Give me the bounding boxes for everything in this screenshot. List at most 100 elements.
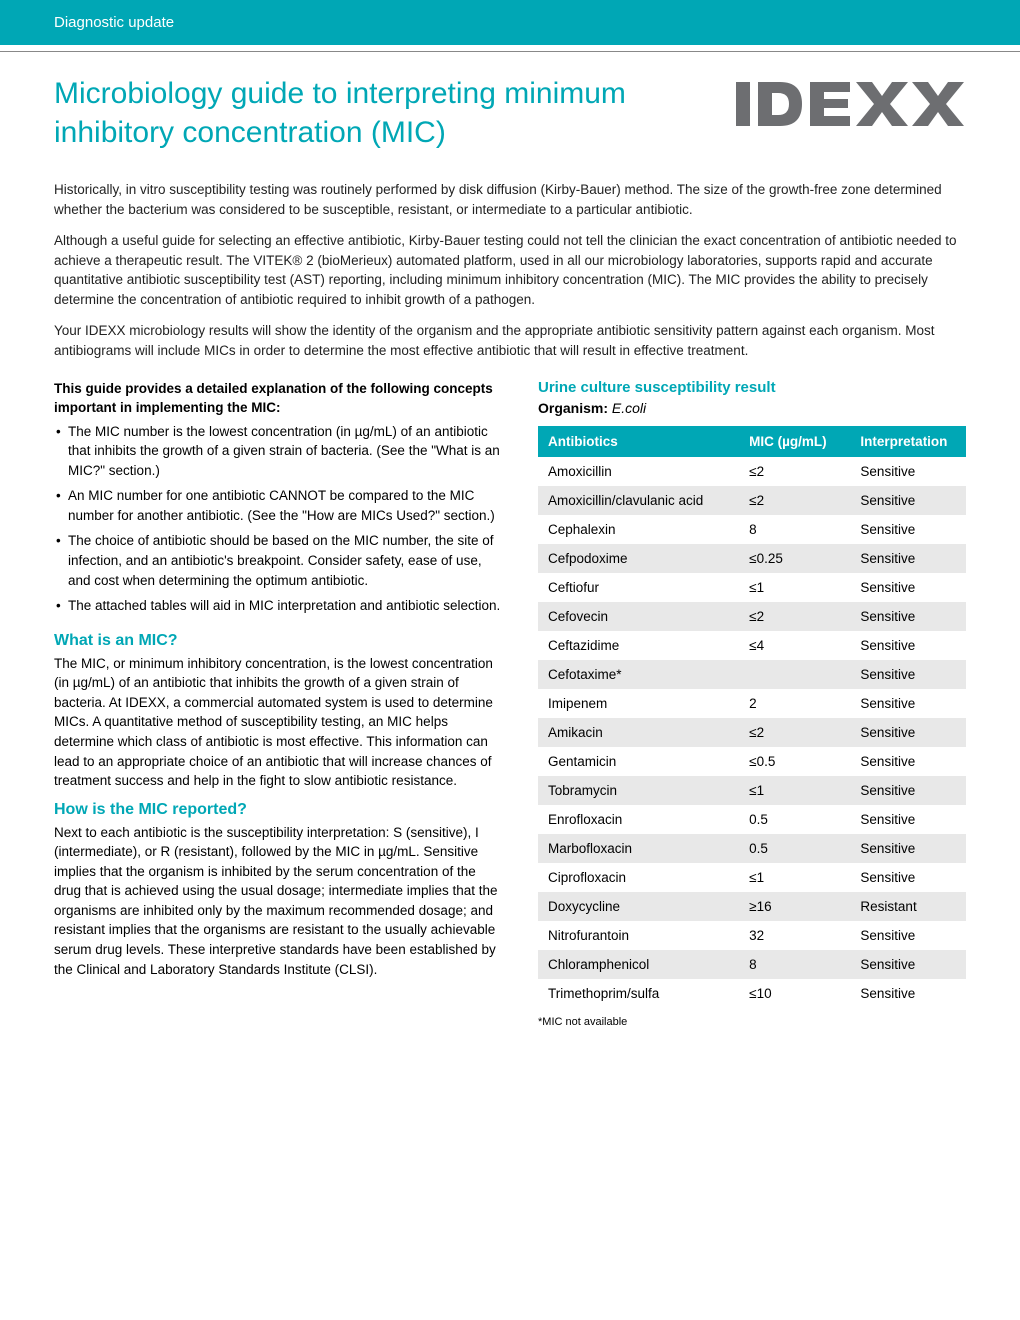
table-cell: Tobramycin <box>538 776 739 805</box>
table-row: Cefovecin≤2Sensitive <box>538 602 966 631</box>
table-cell: Sensitive <box>850 602 966 631</box>
table-cell: Nitrofurantoin <box>538 921 739 950</box>
table-cell: Sensitive <box>850 950 966 979</box>
section-heading: How is the MIC reported? <box>54 801 506 819</box>
table-cell: Cefotaxime* <box>538 660 739 689</box>
concept-bullets: The MIC number is the lowest concentrati… <box>54 422 506 616</box>
organism-line: Organism: E.coli <box>538 400 966 416</box>
table-cell: Cefpodoxime <box>538 544 739 573</box>
table-cell: Sensitive <box>850 660 966 689</box>
result-title: Urine culture susceptibility result <box>538 379 966 396</box>
table-row: Ceftiofur≤1Sensitive <box>538 573 966 602</box>
table-cell: Sensitive <box>850 747 966 776</box>
table-body: Amoxicillin≤2SensitiveAmoxicillin/clavul… <box>538 457 966 1008</box>
guide-intro: This guide provides a detailed explanati… <box>54 379 506 418</box>
table-row: Gentamicin≤0.5Sensitive <box>538 747 966 776</box>
table-cell: Ceftazidime <box>538 631 739 660</box>
two-column-layout: This guide provides a detailed explanati… <box>54 379 966 1028</box>
intro-para: Your IDEXX microbiology results will sho… <box>54 321 966 360</box>
table-row: Cefpodoxime≤0.25Sensitive <box>538 544 966 573</box>
table-row: Trimethoprim/sulfa≤10Sensitive <box>538 979 966 1008</box>
table-cell: ≤1 <box>739 863 850 892</box>
table-cell: Cefovecin <box>538 602 739 631</box>
table-row: Doxycycline≥16Resistant <box>538 892 966 921</box>
table-cell: Sensitive <box>850 544 966 573</box>
table-cell: Sensitive <box>850 486 966 515</box>
table-cell: ≤0.5 <box>739 747 850 776</box>
table-cell: 8 <box>739 950 850 979</box>
table-cell: Amikacin <box>538 718 739 747</box>
table-row: Amoxicillin≤2Sensitive <box>538 457 966 486</box>
table-cell: Sensitive <box>850 689 966 718</box>
table-row: Marbofloxacin0.5Sensitive <box>538 834 966 863</box>
intro-para: Although a useful guide for selecting an… <box>54 231 966 309</box>
table-cell: Sensitive <box>850 718 966 747</box>
table-row: Cefotaxime* Sensitive <box>538 660 966 689</box>
section-para: Next to each antibiotic is the susceptib… <box>54 823 506 980</box>
table-cell: 2 <box>739 689 850 718</box>
table-cell: ≤0.25 <box>739 544 850 573</box>
table-cell: 0.5 <box>739 834 850 863</box>
table-cell: Sensitive <box>850 457 966 486</box>
table-cell: Trimethoprim/sulfa <box>538 979 739 1008</box>
list-item: An MIC number for one antibiotic CANNOT … <box>54 486 506 525</box>
table-row: Ciprofloxacin≤1Sensitive <box>538 863 966 892</box>
table-cell: Sensitive <box>850 834 966 863</box>
table-cell: 32 <box>739 921 850 950</box>
table-cell: Amoxicillin/clavulanic acid <box>538 486 739 515</box>
idexx-logo <box>736 80 966 133</box>
banner: Diagnostic update <box>0 0 1020 45</box>
section-heading: What is an MIC? <box>54 632 506 650</box>
table-cell: Sensitive <box>850 921 966 950</box>
table-cell: Doxycycline <box>538 892 739 921</box>
susceptibility-table: Antibiotics MIC (µg/mL) Interpretation A… <box>538 426 966 1008</box>
table-cell: Sensitive <box>850 805 966 834</box>
table-cell: Marbofloxacin <box>538 834 739 863</box>
page-title: Microbiology guide to interpreting minim… <box>54 74 736 152</box>
organism-label: Organism: <box>538 400 608 416</box>
section-para: The MIC, or minimum inhibitory concentra… <box>54 654 506 791</box>
table-cell: Chloramphenicol <box>538 950 739 979</box>
table-cell: Enrofloxacin <box>538 805 739 834</box>
right-column: Urine culture susceptibility result Orga… <box>538 379 966 1028</box>
list-item: The MIC number is the lowest concentrati… <box>54 422 506 481</box>
table-cell: ≤1 <box>739 573 850 602</box>
table-cell: ≤2 <box>739 486 850 515</box>
col-mic: MIC (µg/mL) <box>739 426 850 457</box>
table-row: Chloramphenicol8Sensitive <box>538 950 966 979</box>
col-antibiotics: Antibiotics <box>538 426 739 457</box>
table-cell: ≤2 <box>739 457 850 486</box>
table-row: Nitrofurantoin32Sensitive <box>538 921 966 950</box>
table-cell: ≤2 <box>739 718 850 747</box>
table-cell: ≤4 <box>739 631 850 660</box>
table-row: Tobramycin≤1Sensitive <box>538 776 966 805</box>
table-cell: Sensitive <box>850 979 966 1008</box>
table-cell: Gentamicin <box>538 747 739 776</box>
table-cell: ≥16 <box>739 892 850 921</box>
table-cell: Ceftiofur <box>538 573 739 602</box>
organism-value: E.coli <box>612 400 646 416</box>
table-cell: ≤1 <box>739 776 850 805</box>
page-body: Microbiology guide to interpreting minim… <box>0 52 1020 1068</box>
table-cell <box>739 660 850 689</box>
table-cell: Sensitive <box>850 863 966 892</box>
table-row: Amoxicillin/clavulanic acid≤2Sensitive <box>538 486 966 515</box>
table-row: Imipenem2Sensitive <box>538 689 966 718</box>
title-bar: Microbiology guide to interpreting minim… <box>54 74 966 152</box>
table-row: Cephalexin8Sensitive <box>538 515 966 544</box>
table-cell: Imipenem <box>538 689 739 718</box>
table-cell: Sensitive <box>850 776 966 805</box>
table-cell: Sensitive <box>850 573 966 602</box>
table-header-row: Antibiotics MIC (µg/mL) Interpretation <box>538 426 966 457</box>
table-cell: ≤10 <box>739 979 850 1008</box>
intro-para: Historically, in vitro susceptibility te… <box>54 180 966 219</box>
table-cell: Sensitive <box>850 515 966 544</box>
list-item: The attached tables will aid in MIC inte… <box>54 596 506 616</box>
footnote: *MIC not available <box>538 1016 966 1028</box>
table-row: Enrofloxacin0.5Sensitive <box>538 805 966 834</box>
table-row: Ceftazidime≤4Sensitive <box>538 631 966 660</box>
table-row: Amikacin≤2Sensitive <box>538 718 966 747</box>
table-cell: Sensitive <box>850 631 966 660</box>
table-cell: Amoxicillin <box>538 457 739 486</box>
table-cell: 0.5 <box>739 805 850 834</box>
